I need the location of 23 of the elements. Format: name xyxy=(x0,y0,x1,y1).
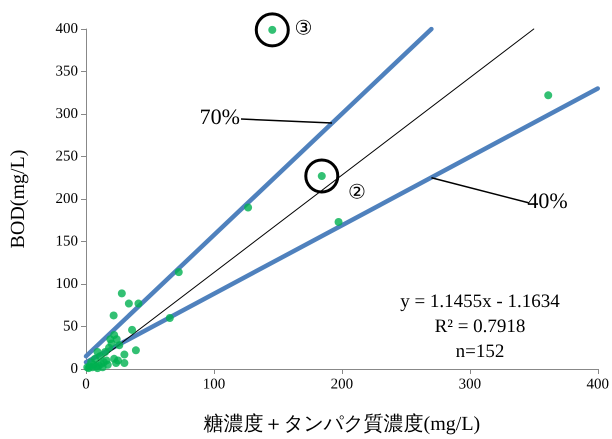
annotation: 40% xyxy=(527,188,568,213)
y-axis-title: BOD(mg/L) xyxy=(7,150,29,248)
annotation: R² = 0.7918 xyxy=(434,316,526,337)
x-tick-label: 400 xyxy=(586,376,609,392)
y-tick-label: 150 xyxy=(56,234,78,250)
y-tick-label: 350 xyxy=(56,64,78,80)
x-axis-title: 糖濃度＋タンパク質濃度(mg/L) xyxy=(204,413,480,435)
x-tick-label: 300 xyxy=(458,376,482,392)
y-tick-label: 200 xyxy=(56,191,78,207)
y-tick-label: 50 xyxy=(63,318,78,334)
x-tick-label: 0 xyxy=(82,376,90,392)
annotation: y = 1.1455x - 1.1634 xyxy=(400,291,560,312)
y-tick-label: 250 xyxy=(56,148,78,164)
y-tick-label: 400 xyxy=(56,21,78,37)
y-tick-label: 0 xyxy=(70,361,78,377)
x-tick-label: 200 xyxy=(330,376,354,392)
x-tick-label: 100 xyxy=(202,376,226,392)
annotation: ③ xyxy=(294,17,312,40)
y-tick-label: 100 xyxy=(56,276,78,292)
annotation: n=152 xyxy=(456,341,504,362)
annotation: 70% xyxy=(200,104,240,130)
annotation: ② xyxy=(348,182,366,204)
y-tick-label: 300 xyxy=(56,106,78,122)
